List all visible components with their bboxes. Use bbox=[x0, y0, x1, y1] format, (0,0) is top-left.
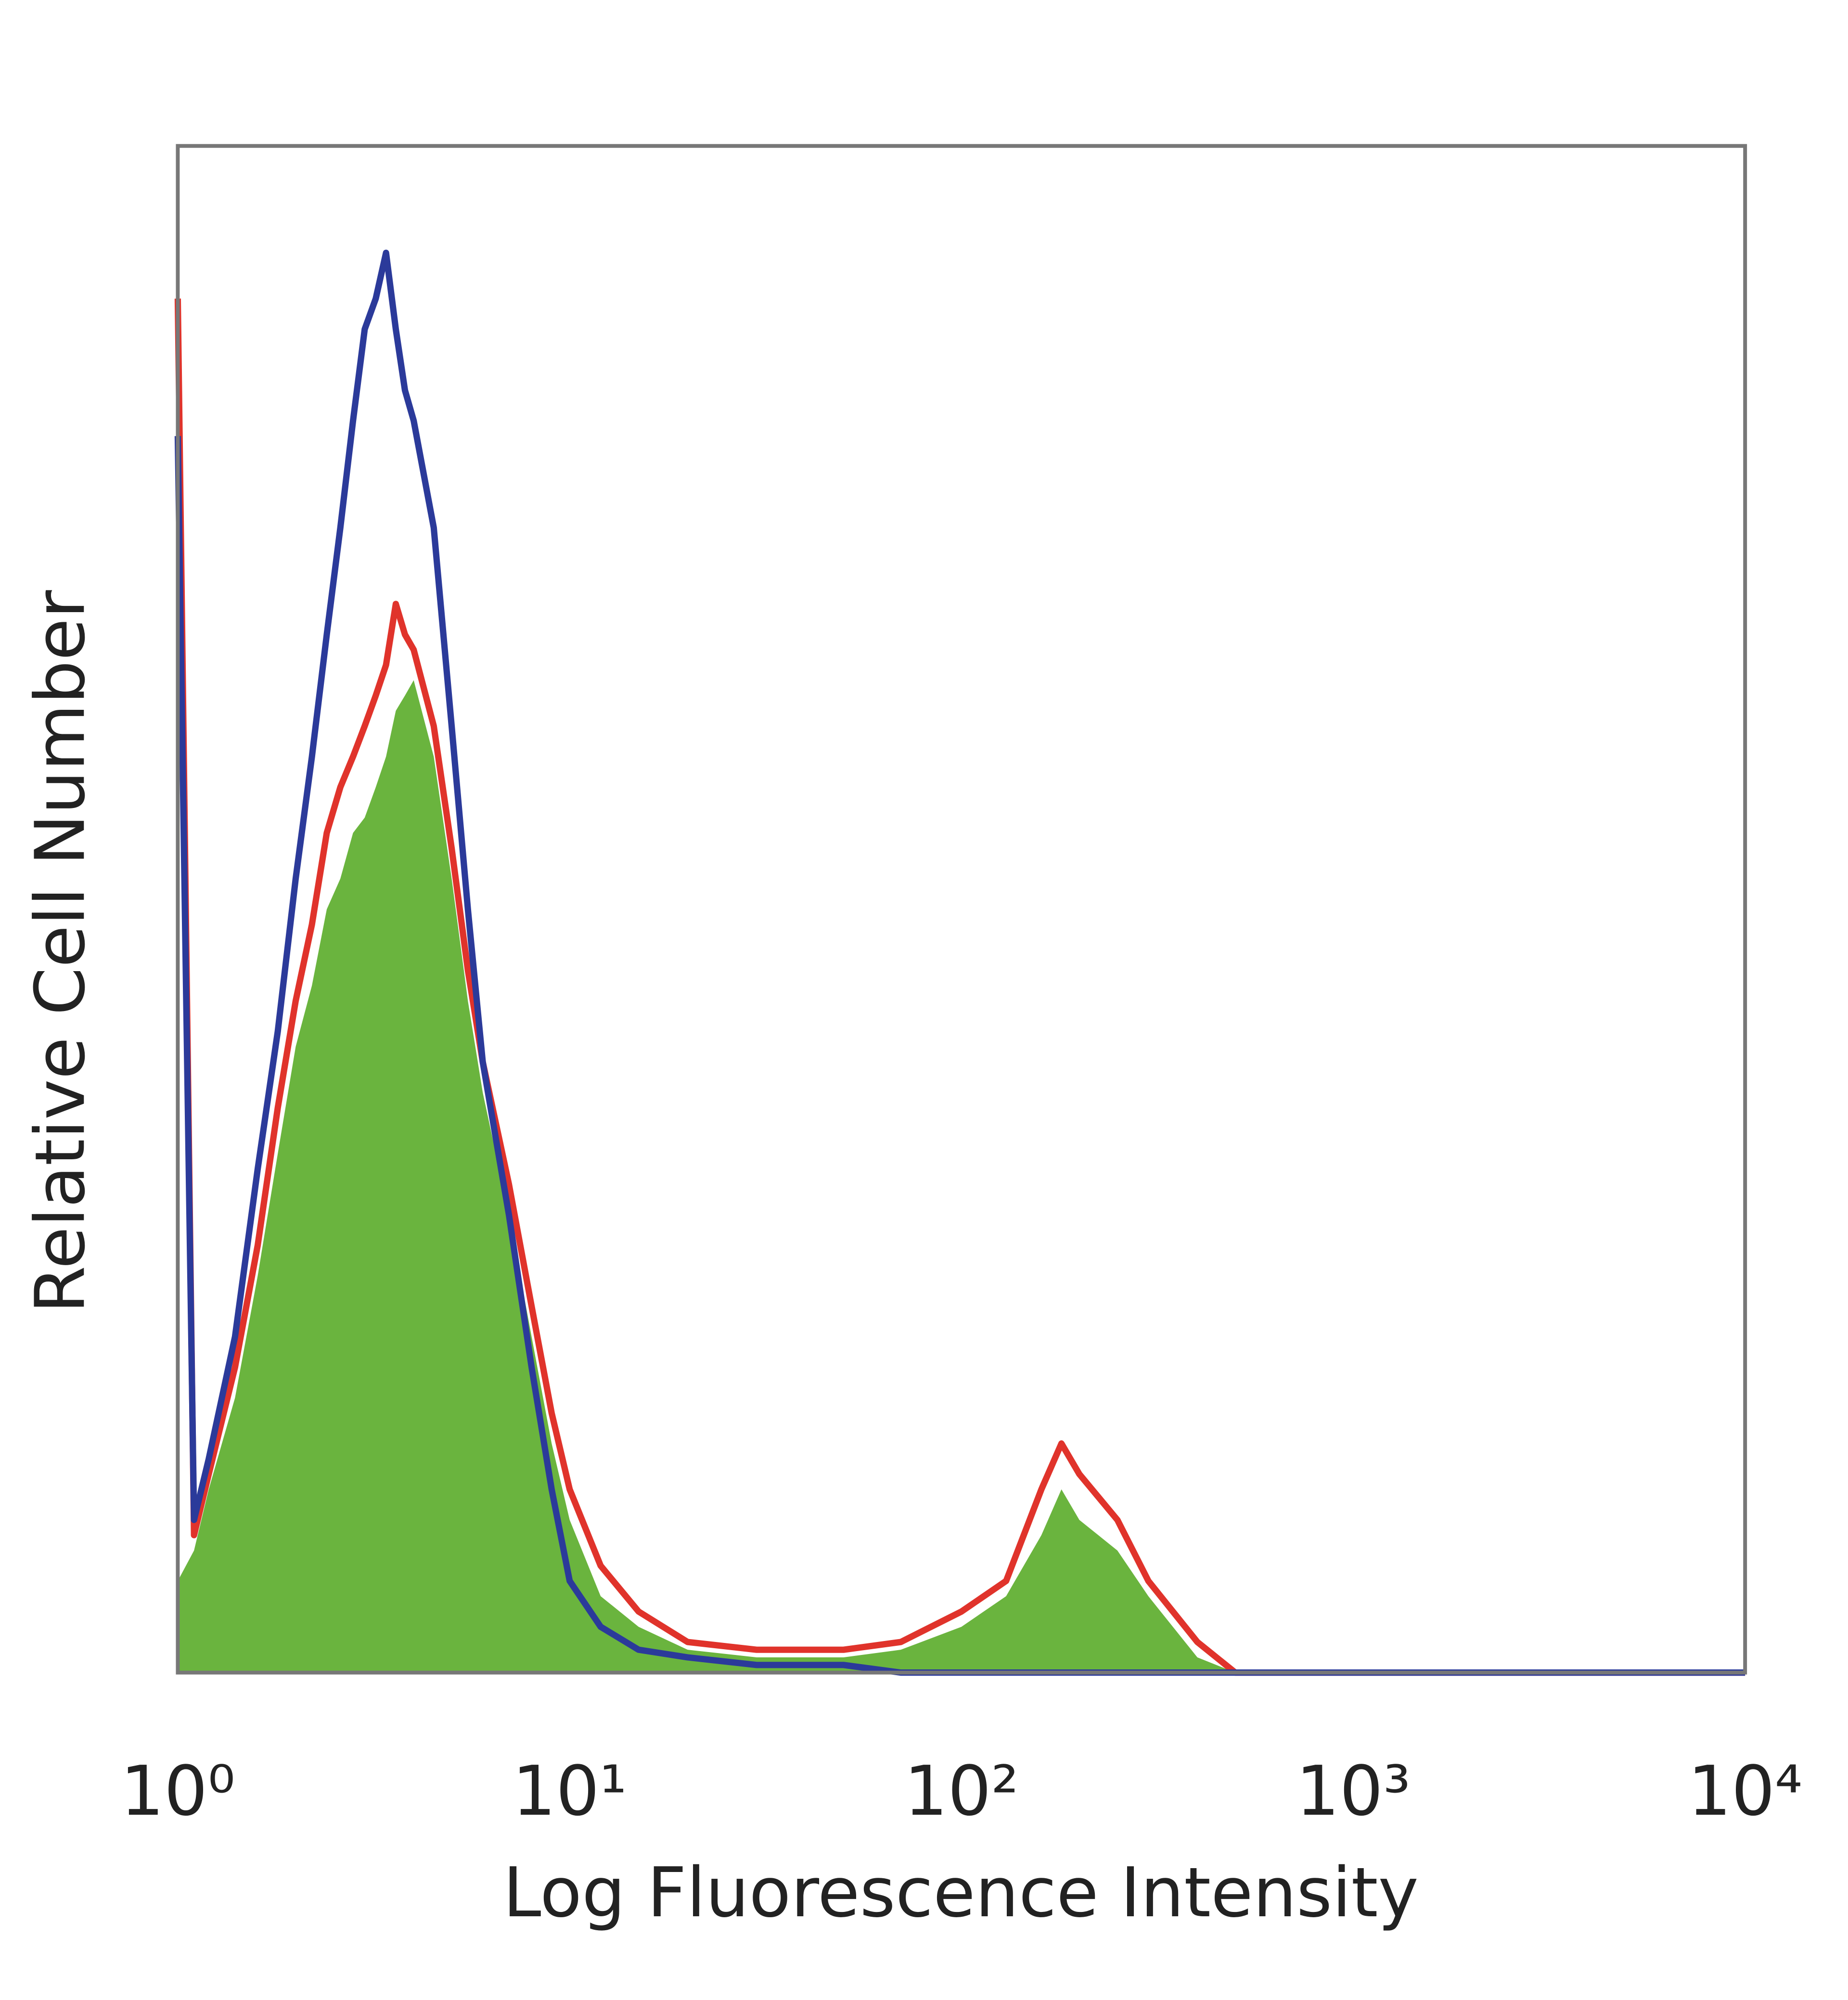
x-axis-label: Log Fluorescence Intensity bbox=[503, 1853, 1419, 1933]
x-tick-label: 10⁰ bbox=[120, 1751, 235, 1831]
x-tick-label: 10¹ bbox=[512, 1751, 627, 1831]
y-axis-label: Relative Cell Number bbox=[20, 590, 100, 1313]
plot-frame bbox=[176, 144, 1747, 1675]
x-tick-label: 10³ bbox=[1296, 1751, 1411, 1831]
x-tick-label: 10² bbox=[904, 1751, 1019, 1831]
histogram-area bbox=[178, 680, 1745, 1673]
x-tick-label: 10⁴ bbox=[1688, 1751, 1802, 1831]
